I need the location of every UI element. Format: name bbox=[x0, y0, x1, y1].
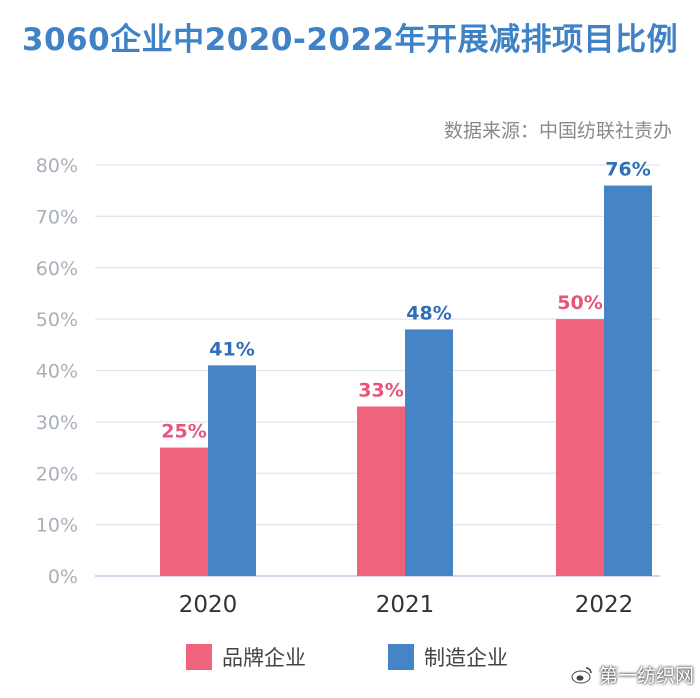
bar-brand-2020 bbox=[160, 447, 208, 576]
data-label: 33% bbox=[358, 379, 403, 401]
bar-brand-2021 bbox=[357, 406, 405, 576]
chart-title: 3060企业中2020-2022年开展减排项目比例 bbox=[21, 22, 679, 58]
legend-item-brand: 品牌企业 bbox=[186, 642, 306, 672]
legend-swatch-manufacturer bbox=[388, 644, 414, 670]
x-tick-label: 2020 bbox=[179, 592, 238, 618]
data-label: 76% bbox=[605, 159, 650, 181]
y-tick-label: 20% bbox=[36, 463, 78, 485]
y-tick-label: 40% bbox=[36, 361, 78, 383]
source-note: 数据来源：中国纺联社责办 bbox=[443, 120, 672, 142]
legend-swatch-brand bbox=[186, 644, 212, 670]
bar-brand-2022 bbox=[556, 319, 604, 576]
data-label: 41% bbox=[209, 338, 254, 360]
y-tick-label: 70% bbox=[36, 206, 78, 228]
data-label: 25% bbox=[161, 421, 206, 443]
y-tick-label: 60% bbox=[36, 258, 78, 280]
bar-manufacturer-2022 bbox=[604, 185, 652, 577]
legend-label-manufacturer: 制造企业 bbox=[424, 646, 508, 670]
y-tick-label: 30% bbox=[36, 412, 78, 434]
x-tick-label: 2022 bbox=[575, 592, 634, 618]
x-axis-ticks: 2020 2021 2022 bbox=[179, 592, 634, 618]
watermark-text: 第一纺织网 bbox=[598, 665, 694, 687]
y-tick-label: 50% bbox=[36, 309, 78, 331]
y-axis-ticks: 0% 10% 20% 30% 40% 50% 60% 70% 80% bbox=[36, 155, 78, 588]
data-label: 48% bbox=[406, 302, 451, 324]
y-tick-label: 0% bbox=[48, 566, 78, 588]
bars: 25% 41% 33% 48% 50% 76% bbox=[160, 159, 652, 577]
watermark: 第一纺织网 bbox=[571, 661, 694, 688]
data-label: 50% bbox=[557, 292, 602, 314]
legend-item-manufacturer: 制造企业 bbox=[388, 642, 508, 672]
bar-manufacturer-2020 bbox=[208, 365, 256, 576]
y-tick-label: 80% bbox=[36, 155, 78, 177]
x-tick-label: 2021 bbox=[376, 592, 435, 618]
legend-label-brand: 品牌企业 bbox=[222, 646, 306, 670]
weibo-icon bbox=[571, 666, 592, 683]
y-tick-label: 10% bbox=[36, 515, 78, 537]
bar-manufacturer-2021 bbox=[405, 329, 453, 576]
bar-chart: 0% 10% 20% 30% 40% 50% 60% 70% 80% 25% 41% 33% 48% 5… bbox=[36, 155, 660, 618]
